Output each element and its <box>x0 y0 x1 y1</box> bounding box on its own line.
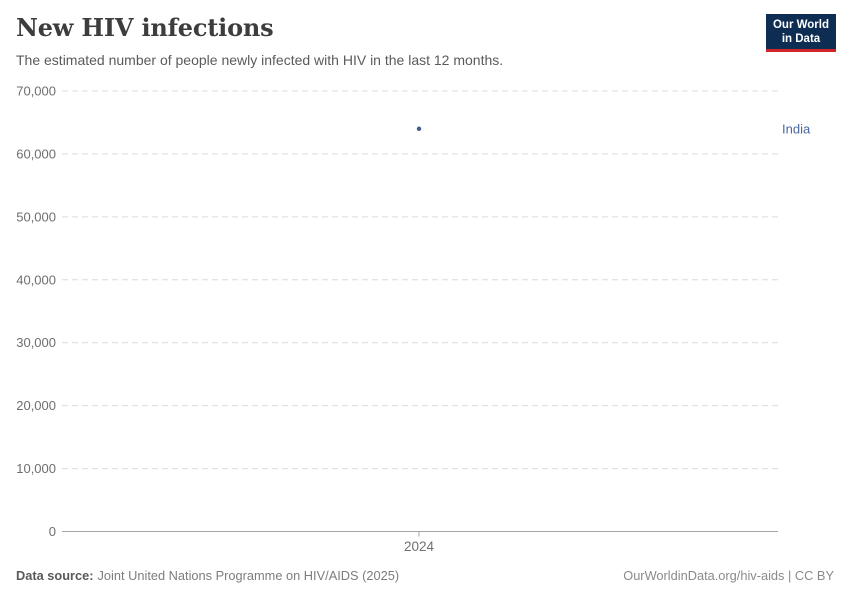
owid-logo-line1: Our World <box>772 19 829 31</box>
attribution-link[interactable]: OurWorldinData.org/hiv-aids | CC BY <box>623 568 834 583</box>
x-tick-label: 2024 <box>404 539 435 554</box>
chart-title: New HIV infections <box>16 13 274 42</box>
owid-logo[interactable]: Our World in Data <box>766 14 836 52</box>
y-tick-label: 0 <box>49 524 56 539</box>
data-source-link[interactable]: Joint United Nations Programme on HIV/AI… <box>97 568 400 583</box>
chart-footer: Data source: Joint United Nations Program… <box>16 568 834 583</box>
y-tick-label: 60,000 <box>16 146 56 161</box>
y-tick-label: 20,000 <box>16 398 56 413</box>
y-tick-label: 70,000 <box>16 84 56 99</box>
data-source-line: Data source: Joint United Nations Program… <box>16 568 399 583</box>
owid-logo-line2: in Data <box>781 33 821 45</box>
y-tick-label: 50,000 <box>16 209 56 224</box>
entity-label-india[interactable]: India <box>782 121 811 136</box>
y-tick-label: 40,000 <box>16 272 56 287</box>
data-point-india[interactable] <box>416 126 422 131</box>
chart-subtitle: The estimated number of people newly inf… <box>16 52 504 68</box>
data-source-label: Data source: <box>16 568 94 583</box>
y-tick-label: 10,000 <box>16 461 56 476</box>
y-tick-label: 30,000 <box>16 335 56 350</box>
